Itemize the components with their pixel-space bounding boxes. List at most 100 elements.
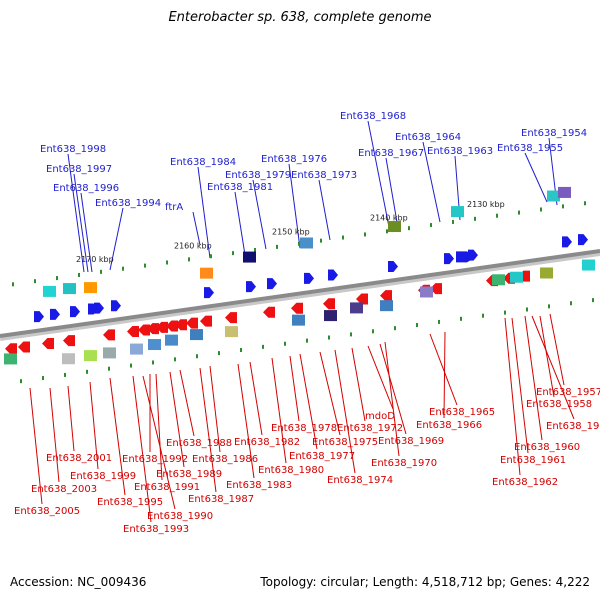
minus-gene-arrow xyxy=(103,329,115,341)
minus-gene-label: Ent638_2001 xyxy=(46,453,112,464)
minus-leader-line xyxy=(319,351,341,436)
minus-gene-arrow xyxy=(127,326,139,338)
minus-gene-label: Ent638_1980 xyxy=(258,465,324,476)
scale-label: 2140 kbp xyxy=(370,214,408,223)
plus-leader-line xyxy=(197,166,211,259)
minus-gene-arrow xyxy=(63,335,75,347)
minus-leader-line xyxy=(237,363,255,479)
minus-leader-line xyxy=(539,315,555,398)
plus-gene-label: Ent638_1954 xyxy=(521,128,587,139)
minus-gene-label: Ent638_1989 xyxy=(156,469,222,480)
minus-gene-label: Ent638_1986 xyxy=(192,454,258,465)
plus-gene-arrow xyxy=(562,236,572,248)
minus-gene-label: Ent638_1983 xyxy=(226,480,292,491)
minus-leader-line xyxy=(504,317,521,476)
tick-mark xyxy=(320,238,322,243)
minus-leader-line xyxy=(379,343,407,435)
tick-mark xyxy=(56,276,58,281)
tick-mark xyxy=(262,344,264,349)
protein-feature-box xyxy=(43,285,56,297)
minus-gene-label: Ent638_1987 xyxy=(188,494,254,505)
protein-feature-box xyxy=(492,274,505,286)
protein-feature-box xyxy=(148,339,161,351)
protein-feature-box xyxy=(292,314,305,326)
tick-mark xyxy=(144,263,146,268)
tick-mark xyxy=(328,335,330,340)
minus-gene-label: Ent638_1978 xyxy=(271,423,337,434)
tick-mark xyxy=(188,257,190,262)
minus-gene-label: Ent638_1972 xyxy=(337,423,403,434)
tick-mark xyxy=(20,379,22,384)
plus-leader-line xyxy=(288,163,301,249)
minus-gene-label: Ent638_1958 xyxy=(526,399,592,410)
genome-backbone xyxy=(0,248,600,341)
minus-leader-line xyxy=(49,387,60,483)
minus-gene-arrow xyxy=(5,343,17,355)
minus-leader-line xyxy=(179,369,195,437)
minus-leader-line xyxy=(169,371,185,468)
minus-leader-line xyxy=(299,353,318,450)
tick-mark xyxy=(12,282,14,287)
tick-mark xyxy=(130,363,132,368)
minus-gene-label: Ent638_1961 xyxy=(500,455,566,466)
plus-gene-arrow xyxy=(267,278,277,290)
tick-mark xyxy=(122,266,124,271)
scale-labels: 2170 kbp 2160 kbp 2150 kbp 2140 kbp 2130 kbp xyxy=(76,200,505,264)
tick-mark xyxy=(394,326,396,331)
minus-leader-line xyxy=(334,349,356,474)
minus-leader-line xyxy=(351,347,366,422)
topology-text: Topology: circular; Length: 4,518,712 bp… xyxy=(260,575,590,589)
minus-gene-arrow xyxy=(291,302,303,314)
plus-leader-line xyxy=(318,179,331,241)
tick-mark xyxy=(482,313,484,318)
minus-gene-label: mdoD xyxy=(365,411,395,422)
minus-leader-line xyxy=(132,375,152,523)
plus-gene-arrow xyxy=(468,249,478,261)
minus-gene-arrow xyxy=(356,293,368,305)
minus-leader-line xyxy=(155,373,163,481)
backbone-line xyxy=(0,248,600,338)
protein-feature-box xyxy=(103,347,116,359)
minus-leader-line xyxy=(109,377,126,496)
minus-gene-label: Ent638_1969 xyxy=(378,436,444,447)
protein-feature-box xyxy=(388,221,401,233)
tick-mark xyxy=(584,201,586,206)
plus-gene-label: Ent638_1984 xyxy=(170,157,236,168)
protein-feature-box xyxy=(300,237,313,249)
protein-feature-box xyxy=(4,353,17,365)
minus-gene-label: Ent638_1977 xyxy=(289,451,355,462)
minus-leader-line xyxy=(249,361,263,436)
plus-leader-line xyxy=(109,207,124,271)
minus-leader-line xyxy=(367,345,394,410)
plus-leader-line xyxy=(73,173,89,273)
tick-mark xyxy=(548,304,550,309)
minus-gene-arrow xyxy=(186,317,198,329)
tick-mark xyxy=(34,279,36,284)
minus-leader-line xyxy=(511,317,529,454)
protein-feature-box xyxy=(582,259,595,271)
plus-gene-label: Ent638_1994 xyxy=(95,198,161,209)
tick-mark xyxy=(218,351,220,356)
minus-gene-arrow xyxy=(225,312,237,324)
minus-gene-label: Ent638_1966 xyxy=(416,420,482,431)
tick-mark xyxy=(232,251,234,256)
tick-mark xyxy=(496,213,498,218)
minus-gene-label: Ent638_1974 xyxy=(327,475,393,486)
tick-mark xyxy=(298,241,300,246)
protein-feature-box xyxy=(84,350,97,362)
minus-gene-label: Ent638_1960 xyxy=(514,442,580,453)
protein-feature-box xyxy=(190,329,203,341)
tick-mark xyxy=(210,254,212,259)
plus-leader-line xyxy=(67,153,85,273)
tick-mark xyxy=(240,347,242,352)
plus-leader-line xyxy=(80,192,93,273)
genome-title: Enterobacter sp. 638, complete genome xyxy=(168,10,432,25)
protein-feature-box xyxy=(510,271,523,283)
tick-mark xyxy=(438,319,440,324)
tick-mark xyxy=(474,216,476,221)
protein-feature-box xyxy=(350,302,363,314)
tick-mark xyxy=(276,244,278,249)
minus-gene-label: Ent638_1970 xyxy=(371,458,437,469)
minus-leader-line xyxy=(384,341,400,457)
protein-feature-box xyxy=(547,190,560,202)
